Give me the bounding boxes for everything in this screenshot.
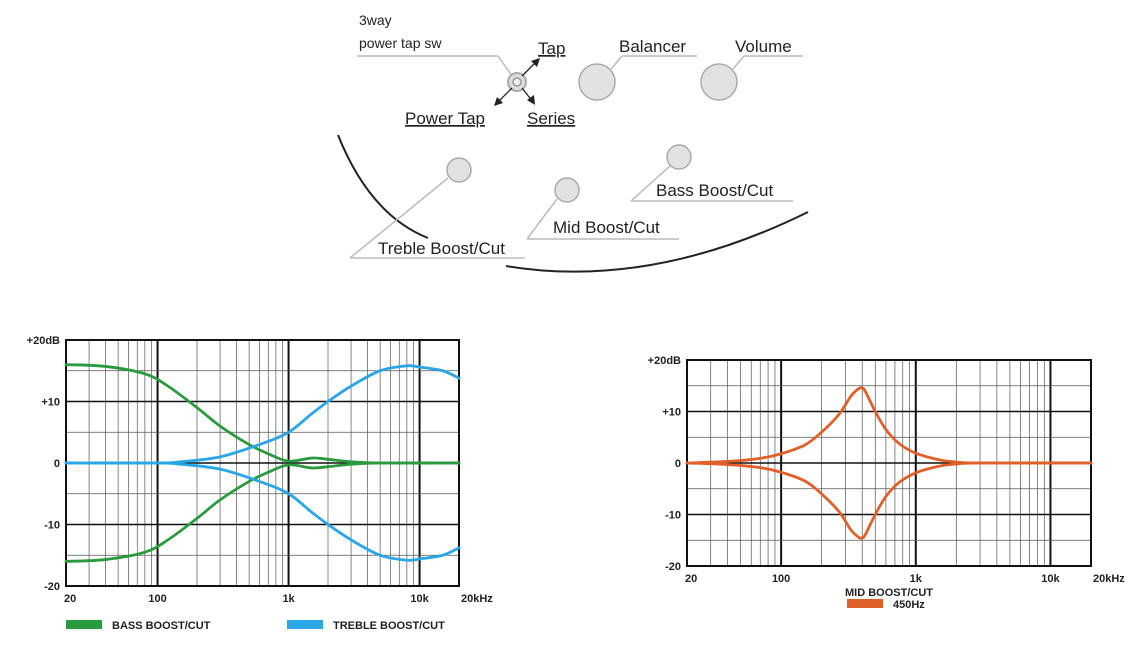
series-line [64, 363, 461, 465]
legend-label: BASS BOOST/CUT [112, 620, 211, 632]
chart-curves [685, 386, 1093, 540]
y-tick-label: +20dB [648, 355, 681, 367]
x-tick-label: 20kHz [1093, 573, 1125, 585]
legend-label: TREBLE BOOST/CUT [333, 620, 445, 632]
y-tick-label: -20 [665, 561, 681, 573]
series-line [64, 461, 461, 563]
series-line [685, 461, 1093, 540]
y-tick-label: -10 [44, 520, 60, 532]
tap-label: Tap [538, 39, 565, 58]
chart-axis-labels: +20dB +10 0 -10 -20 20 100 1k 10k 20kHz [27, 335, 494, 605]
control-layout-diagram: 3way power tap sw Tap Power Tap Series B… [337, 12, 809, 273]
power-tap-label: Power Tap [405, 109, 485, 128]
x-tick-label: 10k [1041, 573, 1060, 585]
x-tick-label: 100 [148, 593, 166, 605]
series-label: Series [527, 109, 575, 128]
y-tick-label: -20 [44, 581, 60, 593]
legend-swatch [847, 599, 883, 608]
balancer-label: Balancer [619, 37, 686, 56]
legend-swatch [66, 620, 102, 629]
series-line [64, 461, 461, 562]
mid-knob[interactable] [554, 177, 580, 203]
volume-knob[interactable] [700, 63, 738, 101]
x-tick-label: 1k [910, 573, 923, 585]
y-tick-label: +10 [662, 407, 681, 419]
x-tick-label: 20 [685, 573, 697, 585]
series-line [64, 364, 461, 465]
y-tick-label: +20dB [27, 335, 60, 347]
y-tick-label: 0 [54, 458, 60, 470]
x-axis-title: MID BOOST/CUT [845, 587, 933, 599]
x-tick-label: 1k [282, 593, 295, 605]
chart-legend: 450Hz [847, 599, 925, 611]
body-outline-curve-left [337, 134, 429, 239]
x-tick-label: 20kHz [461, 593, 493, 605]
balancer-knob[interactable] [578, 63, 616, 101]
volume-label: Volume [735, 37, 792, 56]
legend-swatch [287, 620, 323, 629]
mid-response-chart: +20dB +10 0 -10 -20 20 100 1k 10k 20kHz MID BOOST/… [648, 355, 1126, 611]
y-tick-label: -10 [665, 510, 681, 522]
y-tick-label: +10 [41, 397, 60, 409]
x-tick-label: 100 [772, 573, 790, 585]
body-outline-curve-right [505, 211, 809, 273]
bass-knob[interactable] [666, 144, 692, 170]
y-tick-label: 0 [675, 458, 681, 470]
x-tick-label: 20 [64, 593, 76, 605]
x-tick-label: 10k [410, 593, 429, 605]
legend-label: 450Hz [893, 599, 925, 611]
bass-treble-response-chart: +20dB +10 0 -10 -20 20 100 1k 10k 20kHz BASS BOOS… [27, 335, 494, 632]
mid-label: Mid Boost/Cut [553, 218, 660, 237]
switch-label-line1: 3way [359, 12, 392, 28]
switch-label-line2: power tap sw [359, 35, 442, 51]
treble-label: Treble Boost/Cut [378, 239, 505, 258]
chart-axis-labels: +20dB +10 0 -10 -20 20 100 1k 10k 20kHz MID BOOST/… [648, 355, 1126, 599]
chart-curves [64, 363, 461, 563]
series-line [685, 386, 1093, 465]
chart-legend: BASS BOOST/CUT TREBLE BOOST/CUT [66, 620, 445, 632]
bass-label: Bass Boost/Cut [656, 181, 773, 200]
treble-knob[interactable] [446, 157, 472, 183]
